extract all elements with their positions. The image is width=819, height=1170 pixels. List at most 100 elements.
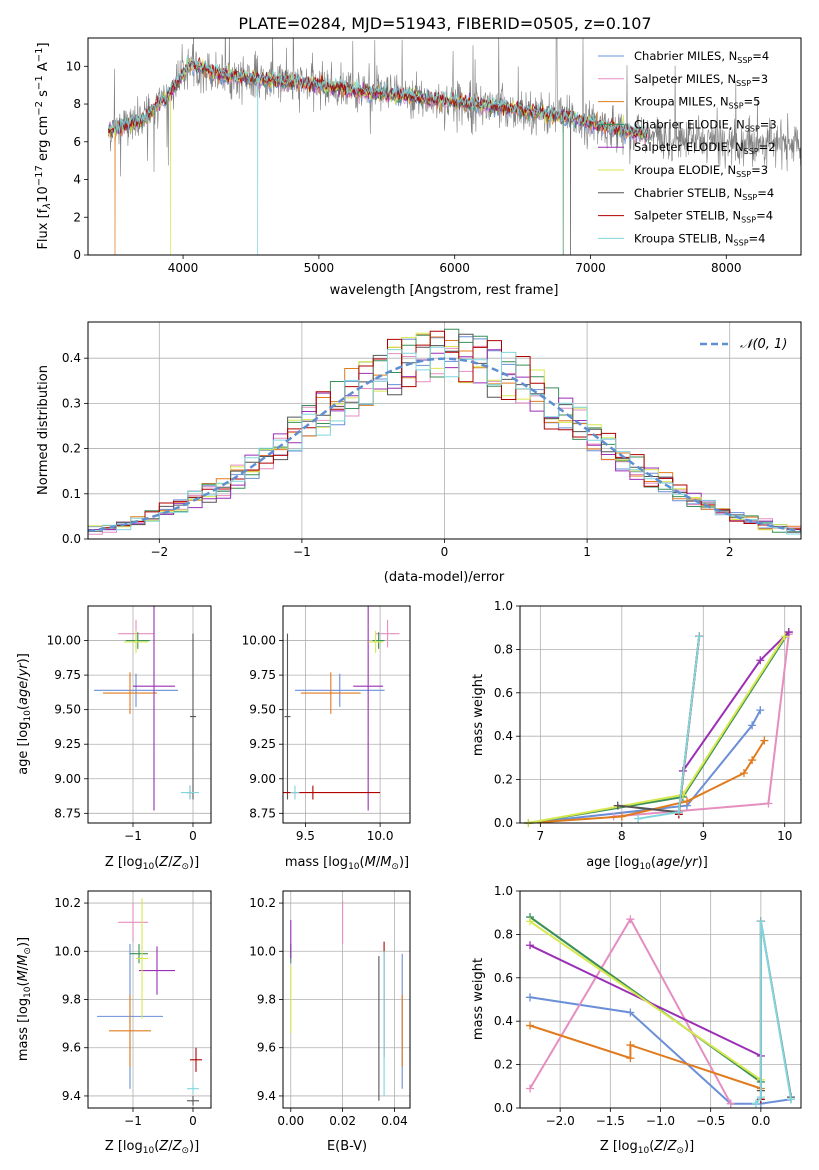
z-weight-plot: −2.0 −1.5 −1.0 −0.5 0.0 0.0 0.2 0.4 0.6 0.8 1.0 <box>494 884 802 1128</box>
series-point-c9 <box>751 1099 760 1108</box>
z-weight-panel: −2.0 −1.5 −1.0 −0.5 0.0 0.0 0.2 0.4 0.6 0.8 1.0 Z … <box>471 884 802 1156</box>
y-tick-label: 1.0 <box>494 884 513 898</box>
y-tick-label: 0 <box>73 248 81 262</box>
legend-label-c1: Chabrier MILES, NSSP=4 <box>634 49 769 65</box>
series-point-c3 <box>526 1021 535 1030</box>
series-point-c3 <box>748 756 757 765</box>
z-mass-ylabel: mass [log10(M/M⊙)] <box>16 937 33 1061</box>
series-line-c5 <box>682 631 790 772</box>
y-tick-label: 10.2 <box>249 896 276 910</box>
y-tick-label: 8.75 <box>249 806 276 820</box>
y-tick-label: 9.4 <box>62 1089 81 1103</box>
ebv-mass-xlabel: E(B-V) <box>327 1139 367 1154</box>
y-tick-label: 0.3 <box>62 396 81 410</box>
series-line-c6 <box>529 920 762 1081</box>
y-tick-label: 0.4 <box>62 351 81 365</box>
series-point-c3 <box>626 1041 635 1050</box>
series-point-c3 <box>626 1054 635 1063</box>
spectrum-frame <box>87 37 802 256</box>
frame <box>282 605 411 824</box>
z-age-panel: −1 0 8.75 9.00 9.25 9.50 9.75 10.00 Z [log10(Z/… <box>16 605 212 872</box>
residual-histogram-c9 <box>88 346 801 539</box>
x-tick-label: −1.0 <box>646 1114 675 1128</box>
z-age-plot: −1 0 8.75 9.00 9.25 9.50 9.75 10.00 <box>47 605 212 843</box>
y-tick-label: 0.0 <box>494 816 513 830</box>
legend-label-c8: Salpeter STELIB, NSSP=4 <box>634 209 773 225</box>
frame <box>87 605 212 824</box>
y-tick-label: 9.8 <box>257 993 276 1007</box>
x-tick-label: −1 <box>124 829 142 843</box>
z-weight-ylabel: mass weight <box>471 958 486 1040</box>
legend-label-c6: Kroupa ELODIE, NSSP=3 <box>634 163 768 179</box>
z-age-xlabel: Z [log10(Z/Z⊙)] <box>105 855 199 872</box>
series-point-c3 <box>682 797 691 806</box>
x-tick-label: 2 <box>726 545 734 559</box>
legend-label-c7: Chabrier STELIB, NSSP=4 <box>634 186 774 202</box>
normal-curve <box>88 357 801 533</box>
y-tick-label: 0.2 <box>494 1058 513 1072</box>
z-weight-xlabel: Z [log10(Z/Z⊙)] <box>600 1139 694 1156</box>
series-point-c2 <box>526 1084 535 1093</box>
x-tick-label: 7 <box>537 829 545 843</box>
x-tick-label: 5000 <box>304 261 335 275</box>
y-tick-label: 9.75 <box>54 668 81 682</box>
x-tick-label: −1 <box>124 1114 142 1128</box>
y-tick-label: 9.25 <box>54 737 81 751</box>
x-tick-label: 8 <box>618 829 626 843</box>
x-tick-label: −1.5 <box>596 1114 625 1128</box>
y-tick-label: 0.0 <box>62 532 81 546</box>
residual-ticks: −2 −1 0 1 2 0.0 0.1 0.2 0.3 0.4 <box>62 351 734 559</box>
z-age-ylabel: age [log10(age/yr)] <box>16 653 33 775</box>
x-tick-label: −2 <box>150 545 168 559</box>
ebv-mass-panel: 0.00 0.02 0.04 9.4 9.6 9.8 10.0 10.2 E(B-V) <box>249 890 411 1154</box>
series-point-c6 <box>526 917 535 926</box>
legend-label-c4: Chabrier ELODIE, NSSP=3 <box>634 117 777 133</box>
gridlines <box>283 891 410 1108</box>
ebv-mass-plot: 0.00 0.02 0.04 9.4 9.6 9.8 10.0 10.2 <box>249 890 411 1128</box>
gridlines <box>88 891 211 1108</box>
x-tick-label: 9.5 <box>296 829 315 843</box>
y-tick-label: 0.8 <box>494 642 513 656</box>
series-line-c3 <box>529 1024 762 1090</box>
series-point-c6 <box>780 632 789 641</box>
series-line-c3 <box>528 739 766 824</box>
residual-panel: −2 −1 0 1 2 0.0 0.1 0.2 0.3 0.4 (data-model)/erro… <box>36 321 802 585</box>
marks <box>94 606 199 811</box>
series-line-c7 <box>617 636 701 814</box>
y-tick-label: 9.25 <box>249 737 276 751</box>
spectrum-ticks: 4000 5000 6000 7000 8000 0 2 4 6 8 10 <box>66 59 742 275</box>
z-mass-plot: −1 0 9.4 9.6 9.8 10.0 10.2 <box>54 890 212 1128</box>
y-tick-label: 9.00 <box>249 772 276 786</box>
x-tick-label: 0.02 <box>329 1114 356 1128</box>
marks <box>290 900 403 1101</box>
x-tick-label: 0.0 <box>751 1114 770 1128</box>
mass-age-xlabel: mass [log10(M/M⊙)] <box>285 855 409 872</box>
x-tick-label: 0.00 <box>277 1114 304 1128</box>
y-tick-label: 10.0 <box>249 944 276 958</box>
x-tick-label: 8000 <box>711 261 742 275</box>
y-tick-label: 0.0 <box>494 1101 513 1115</box>
spectrum-legend: Chabrier MILES, NSSP=4 Salpeter MILES, NS… <box>598 49 777 247</box>
series-point-c9 <box>634 814 643 823</box>
y-tick-label: 0.2 <box>62 442 81 456</box>
y-tick-label: 8 <box>73 97 81 111</box>
series-point-c1 <box>626 1008 635 1017</box>
normal-legend-label: 𝒩(0, 1) <box>740 337 787 352</box>
y-tick-label: 1.0 <box>494 599 513 613</box>
series-point-c2 <box>626 915 635 924</box>
y-tick-label: 0.4 <box>494 729 513 743</box>
x-tick-label: 0.04 <box>381 1114 408 1128</box>
y-tick-label: 8.75 <box>54 806 81 820</box>
y-tick-label: 4 <box>73 173 81 187</box>
model-spectrum-c2 <box>108 62 648 148</box>
series-line-c1 <box>527 709 762 824</box>
y-tick-label: 9.75 <box>249 668 276 682</box>
y-tick-label: 10.00 <box>47 634 81 648</box>
series-point-c1 <box>526 993 535 1002</box>
spectrum-xlabel: wavelength [Angstrom, rest frame] <box>330 283 559 298</box>
age-weight-ylabel: mass weight <box>471 674 486 756</box>
x-tick-label: −2.0 <box>546 1114 575 1128</box>
model-spectrum-c8 <box>108 56 648 139</box>
y-tick-label: 0.6 <box>494 971 513 985</box>
